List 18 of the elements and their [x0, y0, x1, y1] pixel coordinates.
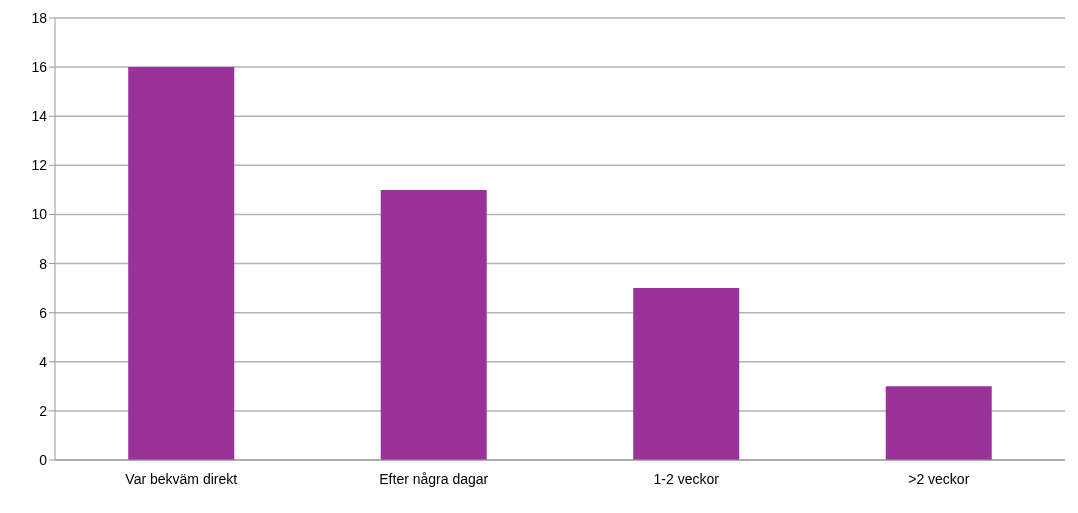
- bar: [633, 288, 740, 460]
- y-tick-label: 16: [31, 59, 48, 76]
- bar: [380, 189, 487, 460]
- y-tick-label: 6: [39, 304, 48, 321]
- bar: [885, 386, 992, 460]
- y-tick-label: 12: [31, 157, 48, 174]
- x-tick-label: >2 veckor: [908, 470, 970, 487]
- x-tick-label: Efter några dagar: [379, 470, 489, 487]
- y-tick-label: 18: [31, 9, 48, 26]
- y-tick-label: 14: [31, 108, 48, 125]
- bar: [128, 67, 235, 460]
- y-tick-label: 2: [39, 402, 48, 419]
- y-tick-label: 4: [39, 353, 48, 370]
- x-tick-label: 1-2 veckor: [653, 470, 720, 487]
- y-tick-label: 8: [39, 255, 48, 272]
- y-tick-label: 0: [39, 451, 48, 468]
- x-tick-label: Var bekväm direkt: [125, 470, 238, 487]
- y-tick-label: 10: [31, 206, 48, 223]
